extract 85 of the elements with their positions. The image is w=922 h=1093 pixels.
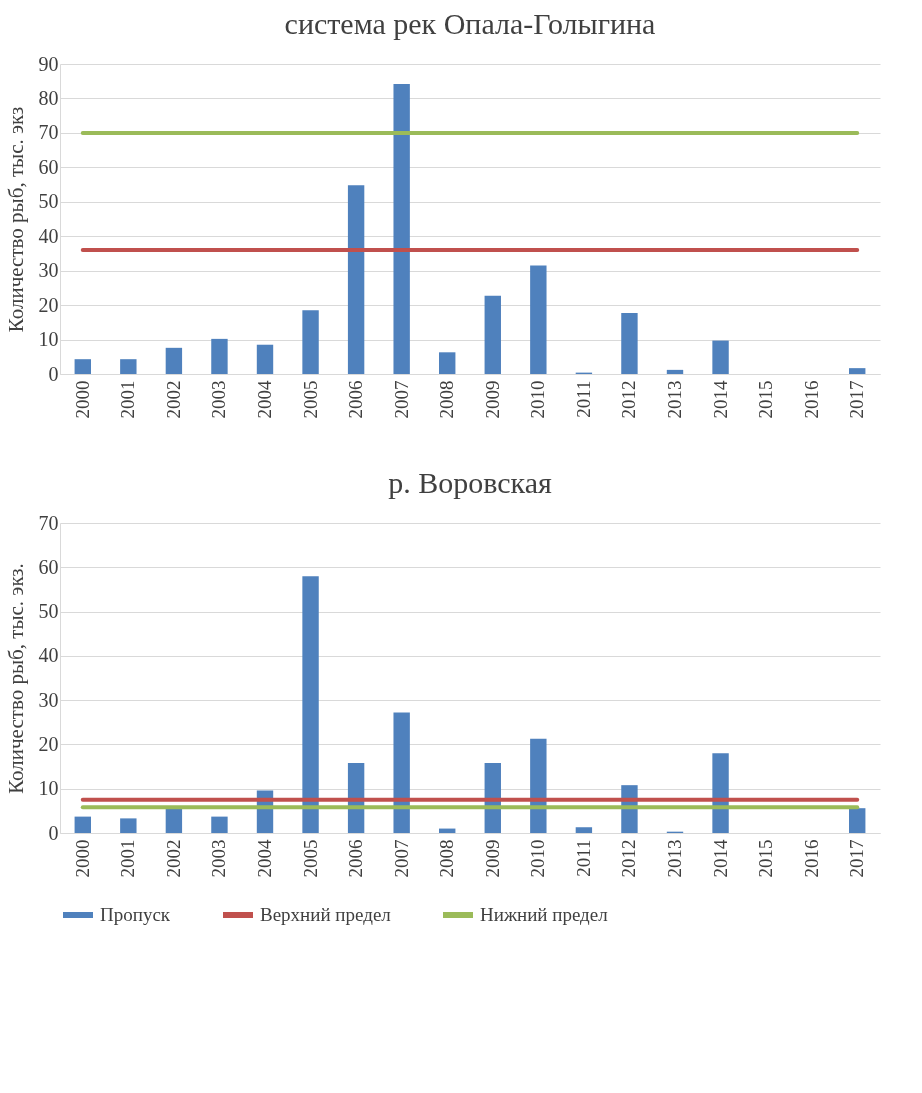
bar (530, 738, 547, 833)
y-tick-label: 80 (38, 86, 59, 109)
bar (484, 295, 501, 374)
bar (849, 368, 866, 374)
x-tick-label: 2015 (755, 839, 777, 878)
x-tick-label: 2001 (117, 839, 139, 878)
bar (621, 313, 638, 374)
x-tick-label: 2010 (527, 839, 549, 878)
bar (666, 369, 684, 374)
x-tick-label: 2009 (481, 380, 503, 419)
x-tick-label: 2013 (664, 380, 685, 419)
x-tick-label: 2012 (618, 839, 640, 878)
y-tick-label: 70 (38, 511, 59, 534)
legend-label: Пропуск (100, 904, 171, 925)
bar (393, 712, 410, 833)
bar (712, 753, 729, 833)
x-tick-label: 2006 (345, 380, 367, 419)
x-tick-label: 2017 (846, 380, 868, 419)
x-tick-label: 2014 (709, 380, 731, 419)
bar (302, 310, 319, 374)
bar (439, 352, 456, 374)
bar (393, 83, 410, 374)
bar (849, 808, 866, 833)
bar (575, 827, 593, 833)
bar (256, 344, 274, 374)
y-tick-label: 0 (48, 362, 59, 385)
x-tick-label: 2002 (162, 839, 184, 878)
bar (120, 818, 137, 833)
legend-label: Верхний предел (260, 904, 392, 925)
legend-label: Нижний предел (480, 904, 609, 925)
x-tick-label: 2001 (117, 380, 139, 419)
x-tick-label: 2011 (572, 839, 594, 877)
x-tick-label: 2014 (709, 839, 731, 878)
y-tick-label: 60 (38, 555, 59, 578)
y-axis-title: Количество рыб, тыс. экз. (3, 563, 28, 794)
x-tick-label: 2005 (299, 380, 321, 419)
y-tick-label: 40 (38, 644, 59, 667)
y-tick-label: 10 (38, 328, 59, 351)
y-tick-label: 50 (38, 190, 59, 213)
y-tick-label: 0 (48, 821, 59, 844)
y-tick-label: 40 (38, 224, 59, 247)
y-tick-label: 50 (38, 600, 59, 623)
x-tick-label: 2000 (71, 380, 93, 419)
x-tick-label: 2003 (208, 839, 230, 878)
bar (74, 359, 91, 374)
x-tick-label: 2009 (481, 839, 503, 878)
bar (211, 338, 228, 374)
bar (165, 347, 183, 374)
x-tick-label: 2016 (800, 380, 822, 419)
x-tick-label: 2007 (390, 380, 412, 419)
bar (74, 816, 91, 833)
x-tick-label: 2011 (572, 380, 594, 418)
y-tick-label: 70 (38, 121, 59, 144)
x-tick-label: 2010 (527, 380, 549, 419)
bar (211, 816, 228, 833)
x-tick-label: 2002 (162, 380, 184, 419)
y-tick-label: 30 (38, 259, 59, 282)
x-tick-label: 2016 (800, 839, 822, 878)
chart-title: система рек Опала-Голыгина (284, 7, 656, 40)
x-tick-label: 2017 (846, 839, 868, 878)
x-tick-label: 2008 (436, 839, 458, 878)
y-tick-label: 60 (38, 155, 59, 178)
bar (712, 340, 729, 374)
y-tick-label: 20 (38, 732, 59, 755)
x-tick-label: 2006 (345, 839, 367, 878)
x-tick-label: 2005 (299, 839, 321, 878)
x-tick-label: 2013 (664, 839, 685, 878)
y-axis-title: Количество рыб, тыс. экз (3, 106, 28, 333)
x-tick-label: 2000 (71, 839, 93, 878)
bar (302, 576, 319, 833)
y-tick-label: 20 (38, 293, 59, 316)
y-tick-label: 90 (38, 52, 59, 75)
x-tick-label: 2003 (208, 380, 230, 419)
y-tick-label: 30 (38, 688, 59, 711)
x-tick-label: 2008 (436, 380, 458, 419)
x-tick-label: 2015 (755, 380, 777, 419)
bar (120, 359, 137, 374)
y-tick-label: 10 (38, 777, 59, 800)
bar (530, 265, 547, 374)
chart-title: р. Воровская (388, 466, 552, 499)
x-tick-label: 2012 (618, 380, 640, 419)
bar (347, 185, 365, 374)
x-tick-label: 2004 (254, 839, 275, 878)
x-tick-label: 2007 (390, 839, 412, 878)
x-tick-label: 2004 (254, 380, 275, 419)
